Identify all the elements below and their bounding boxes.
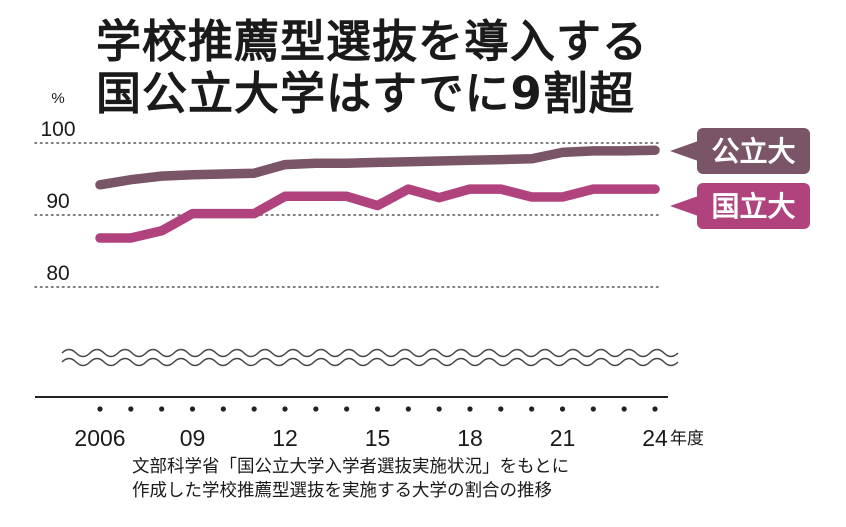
series-label-box-national	[697, 183, 810, 229]
y-unit-label: %	[51, 90, 64, 107]
x-tick-dot-2021	[559, 406, 566, 412]
x-axis-unit-label: 年度	[670, 429, 704, 449]
x-tick-dot-2009	[189, 406, 196, 412]
y-tick-label-90: 90	[46, 190, 69, 213]
break-wave-bottom	[61, 357, 679, 367]
x-tick-dot-2019	[498, 406, 504, 412]
x-tick-dot-2015	[374, 406, 381, 412]
x-tick-dot-2022	[590, 406, 596, 412]
x-tick-label-12: 12	[272, 425, 298, 451]
x-axis: 2006 09 12 15 18 21 24 年度	[35, 396, 704, 451]
x-tick-dot-2016	[405, 406, 411, 412]
x-tick-dot-2013	[313, 406, 319, 412]
x-tick-dot-2020	[529, 406, 535, 412]
series-line-public	[95, 145, 660, 190]
title-line-2: 国公立大学はすでに9割超	[96, 67, 635, 120]
x-tick-dot-2006	[97, 406, 103, 412]
x-tick-dot-2010	[220, 406, 226, 412]
axis-break	[61, 348, 679, 367]
y-tick-label-80: 80	[46, 262, 69, 285]
series-line-national	[95, 184, 660, 243]
series-label-pointer-national	[670, 195, 701, 217]
x-tick-dot-2007	[128, 406, 134, 412]
x-tick-label-15: 15	[365, 425, 391, 451]
x-tick-label-2006: 2006	[74, 425, 125, 451]
chart-title: 学校推薦型選抜を導入する 国公立大学はすでに9割超	[96, 16, 648, 120]
x-tick-dot-2017	[436, 406, 442, 412]
x-tick-dot-2012	[282, 406, 288, 412]
y-tick-labels: 80 90 100%	[40, 90, 75, 285]
break-wave-top	[61, 348, 679, 358]
title-line-1: 学校推薦型選抜を導入する	[96, 15, 649, 68]
series-label-box-public	[697, 128, 810, 174]
source-line-1: 文部科学省「国公立大学入学者選抜実施状況」をもとに	[132, 457, 570, 477]
x-tick-label-18: 18	[457, 425, 483, 451]
grid-lines	[34, 142, 661, 288]
x-tick-label-09: 09	[180, 425, 206, 451]
series-label-national: 国立大	[711, 190, 795, 223]
x-tick-dot-2023	[621, 406, 627, 412]
series-label-public: 公立大	[711, 135, 795, 168]
x-tick-dot-2024	[652, 406, 658, 412]
x-tick-label-24: 24	[642, 425, 668, 451]
source-note: 文部科学省「国公立大学入学者選抜実施状況」をもとに 作成した学校推薦型選抜を実施…	[132, 455, 569, 503]
x-tick-dot-2011	[251, 406, 257, 412]
y-tick-label-100: 100	[40, 118, 75, 141]
series-label-pointer-public	[670, 140, 701, 162]
x-tick-label-21: 21	[550, 425, 576, 451]
x-tick-dot-2014	[344, 406, 350, 412]
series-lines	[95, 145, 660, 243]
x-tick-dot-2008	[159, 406, 165, 412]
source-line-2: 作成した学校推薦型選抜を実施する大学の割合の推移	[132, 481, 552, 501]
x-tick-dot-2018	[467, 406, 473, 412]
